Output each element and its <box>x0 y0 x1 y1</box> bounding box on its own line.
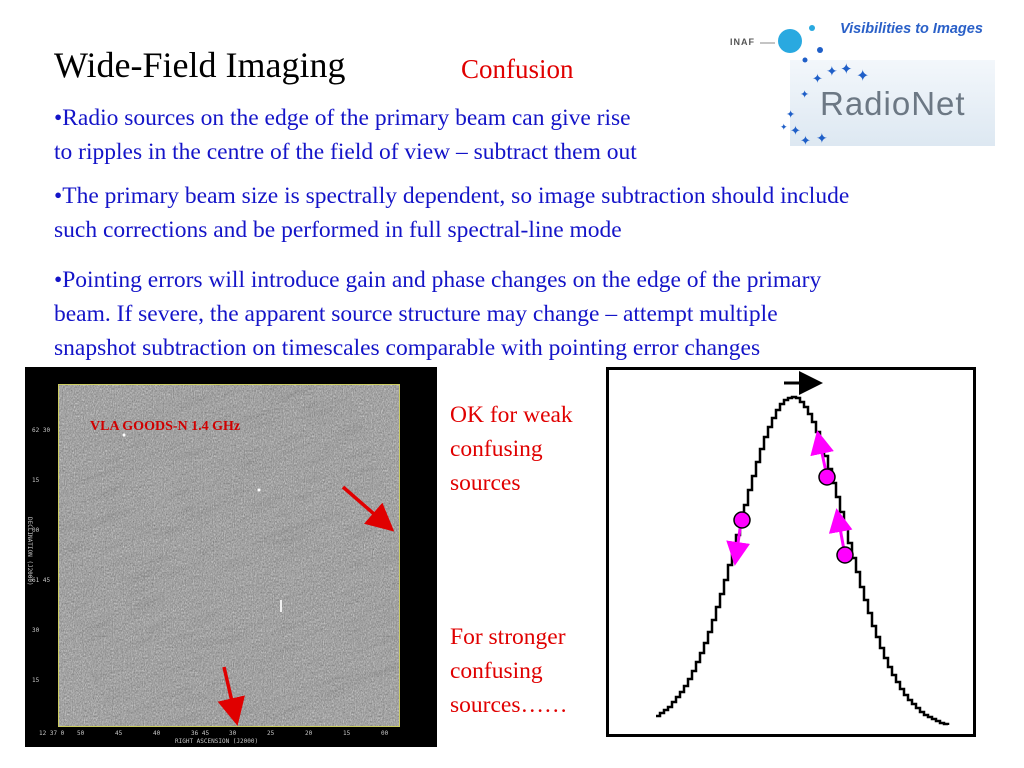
weak-sources-note: OK for weak confusing sources <box>450 398 573 500</box>
x-tick-label: 30 <box>229 730 237 737</box>
primary-beam-diagram <box>606 367 976 737</box>
logo-tagline: Visibilities to Images <box>840 21 983 37</box>
magenta-dot-right-bottom <box>836 546 854 564</box>
y-tick-label: 00 <box>32 527 40 534</box>
x-tick-label: 00 <box>381 730 389 737</box>
x-tick-label: 25 <box>267 730 275 737</box>
weak-line-3: sources <box>450 470 521 496</box>
x-tick-label: 12 37 0 <box>39 730 65 737</box>
y-tick-label: 61 45 <box>32 577 51 584</box>
logo-stars-icon: ✦ ✦ ✦ ✦ ✦ ✦ ✦ ✦ ✦ ✦ <box>760 25 869 145</box>
x-tick-label: 15 <box>343 730 351 737</box>
weak-line-2: confusing <box>450 436 543 462</box>
x-tick-label: 20 <box>305 730 313 737</box>
bullet-1-line-2: to ripples in the centre of the field of… <box>54 139 637 165</box>
arrow-edge-right <box>341 485 395 532</box>
slide-title: Wide-Field Imaging <box>54 45 346 85</box>
magenta-dot-left <box>733 511 751 529</box>
radio-image-panel: VLA GOODS-N 1.4 GHz RIGHT ASCENSION (J20… <box>25 367 437 747</box>
x-tick-label: 50 <box>77 730 85 737</box>
svg-text:✦: ✦ <box>816 132 828 145</box>
bullet-2-line-1: •The primary beam size is spectrally dep… <box>54 183 850 209</box>
svg-text:✦: ✦ <box>780 122 788 132</box>
radionet-logo: ✦ ✦ ✦ ✦ ✦ ✦ ✦ ✦ ✦ ✦ Visibilities to Imag… <box>720 10 1020 146</box>
noise-texture <box>59 385 399 726</box>
strong-sources-note: For stronger confusing sources…… <box>450 620 567 722</box>
bullet-2-line-2: such corrections and be performed in ful… <box>54 217 622 243</box>
bullet-1: •Radio sources on the edge of the primar… <box>54 101 774 169</box>
strong-line-2: confusing <box>450 658 543 684</box>
bullet-3-line-3: snapshot subtraction on timescales compa… <box>54 335 761 361</box>
x-tick-label: 45 <box>115 730 123 737</box>
inaf-label: INAF <box>730 37 755 47</box>
svg-text:✦: ✦ <box>840 62 853 78</box>
radio-image-map <box>58 384 400 727</box>
x-axis-label: RIGHT ASCENSION (J2000) <box>175 738 259 745</box>
beam-curve <box>656 395 950 726</box>
y-axis-label: DECLINATION (J2000) <box>26 517 33 586</box>
weak-line-1: OK for weak <box>450 402 573 428</box>
logo-background <box>790 60 995 146</box>
magenta-dot-right-top <box>818 468 836 486</box>
magenta-arrow-right-top <box>810 430 834 473</box>
bullet-1-line-1: •Radio sources on the edge of the primar… <box>54 105 631 131</box>
svg-text:✦: ✦ <box>812 71 823 86</box>
bullet-3-line-1: •Pointing errors will introduce gain and… <box>54 267 822 293</box>
y-tick-label: 15 <box>32 477 40 484</box>
y-tick-label: 15 <box>32 677 40 684</box>
radionet-wordmark: RadioNet <box>820 85 966 122</box>
magenta-arrow-right-bottom <box>828 508 853 551</box>
y-tick-label: 62 30 <box>32 427 51 434</box>
x-tick-label: 40 <box>153 730 161 737</box>
svg-text:✦: ✦ <box>800 133 811 145</box>
strong-line-3: sources…… <box>450 692 568 718</box>
svg-text:✦: ✦ <box>790 123 801 138</box>
y-tick-label: 30 <box>32 627 40 634</box>
slide-subtitle: Confusion <box>461 54 574 84</box>
strong-line-1: For stronger <box>450 624 566 650</box>
bullet-2: •The primary beam size is spectrally dep… <box>54 179 1019 247</box>
svg-text:✦: ✦ <box>856 68 869 85</box>
plot-frame <box>606 367 976 737</box>
svg-text:✦: ✦ <box>800 89 809 101</box>
svg-text:✦: ✦ <box>826 65 838 80</box>
arrow-edge-bottom <box>217 666 245 726</box>
x-tick-label: 36 45 <box>191 730 210 737</box>
svg-text:✦: ✦ <box>786 109 795 121</box>
bullet-3-line-2: beam. If severe, the apparent source str… <box>54 301 778 327</box>
radio-image-label: VLA GOODS-N 1.4 GHz <box>90 419 241 434</box>
bullet-3: •Pointing errors will introduce gain and… <box>54 263 1004 365</box>
red-arrows <box>217 485 395 726</box>
